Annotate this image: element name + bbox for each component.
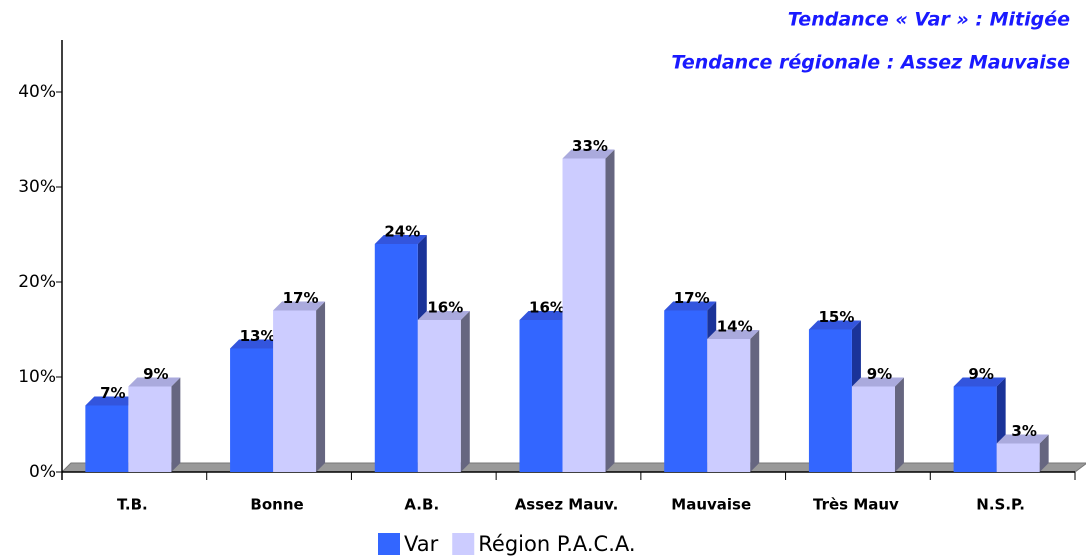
legend-swatch bbox=[378, 533, 400, 555]
bar bbox=[417, 320, 461, 472]
x-tick-label: A.B. bbox=[404, 496, 439, 514]
bar-top bbox=[996, 434, 1049, 444]
y-tick-label: 30% bbox=[18, 177, 56, 197]
x-tick-label: T.B. bbox=[117, 496, 148, 514]
legend-label: Var bbox=[404, 532, 439, 556]
bar-side bbox=[894, 377, 904, 472]
chart-subtitle: Tendance régionale : Assez Mauvaise bbox=[671, 52, 1070, 74]
bar-top bbox=[519, 311, 572, 320]
y-tick-label: 10% bbox=[18, 367, 56, 387]
bar bbox=[808, 329, 852, 472]
bar-top bbox=[851, 377, 904, 387]
bar bbox=[707, 339, 751, 472]
data-label: 9% bbox=[867, 365, 892, 383]
bar-side bbox=[316, 301, 326, 472]
bar bbox=[996, 443, 1040, 472]
bar-top bbox=[953, 377, 1006, 387]
bar bbox=[230, 348, 274, 472]
bar-top bbox=[664, 301, 717, 311]
x-tick-label: Très Mauv bbox=[813, 496, 899, 514]
bar-top bbox=[374, 235, 427, 244]
bar bbox=[273, 310, 317, 472]
bar bbox=[562, 158, 606, 472]
bar bbox=[519, 320, 563, 472]
bar bbox=[953, 386, 997, 472]
data-label: 33% bbox=[572, 137, 608, 155]
y-tick-label: 0% bbox=[29, 462, 56, 482]
bar-top bbox=[562, 149, 615, 159]
y-tick-label: 40% bbox=[18, 82, 56, 102]
data-label: 13% bbox=[240, 327, 276, 345]
data-label: 9% bbox=[968, 365, 993, 383]
bar-side bbox=[460, 311, 470, 472]
data-label: 15% bbox=[818, 308, 854, 326]
bar-side bbox=[605, 149, 615, 472]
data-label: 24% bbox=[384, 223, 420, 241]
x-tick-label: N.S.P. bbox=[976, 496, 1025, 514]
data-label: 9% bbox=[143, 365, 168, 383]
x-tick-label: Mauvaise bbox=[671, 496, 751, 514]
bar-top bbox=[808, 320, 861, 330]
bar bbox=[128, 386, 172, 472]
bar bbox=[85, 405, 129, 472]
data-label: 17% bbox=[674, 289, 710, 307]
bar-top bbox=[273, 301, 326, 311]
data-label: 17% bbox=[283, 289, 319, 307]
bar-side bbox=[1039, 434, 1049, 472]
data-label: 16% bbox=[427, 299, 463, 317]
chart-title: Tendance « Var » : Mitigée bbox=[788, 9, 1070, 31]
bar-top bbox=[128, 377, 181, 387]
bar-top bbox=[417, 311, 470, 320]
legend-label: Région P.A.C.A. bbox=[478, 532, 635, 556]
bar bbox=[851, 386, 895, 472]
y-tick-label: 20% bbox=[18, 272, 56, 292]
data-label: 16% bbox=[529, 299, 565, 317]
bar-top bbox=[707, 330, 760, 339]
data-label: 7% bbox=[100, 384, 125, 402]
x-tick-label: Assez Mauv. bbox=[515, 496, 619, 514]
legend-swatch bbox=[452, 533, 475, 555]
bar-side bbox=[171, 377, 181, 472]
data-label: 3% bbox=[1011, 422, 1036, 440]
bar-side bbox=[750, 330, 760, 472]
bar bbox=[374, 244, 418, 472]
bar-top bbox=[85, 396, 138, 406]
bar-top bbox=[230, 339, 283, 349]
data-label: 14% bbox=[717, 318, 753, 336]
x-tick-label: Bonne bbox=[250, 496, 303, 514]
bar bbox=[664, 310, 708, 472]
